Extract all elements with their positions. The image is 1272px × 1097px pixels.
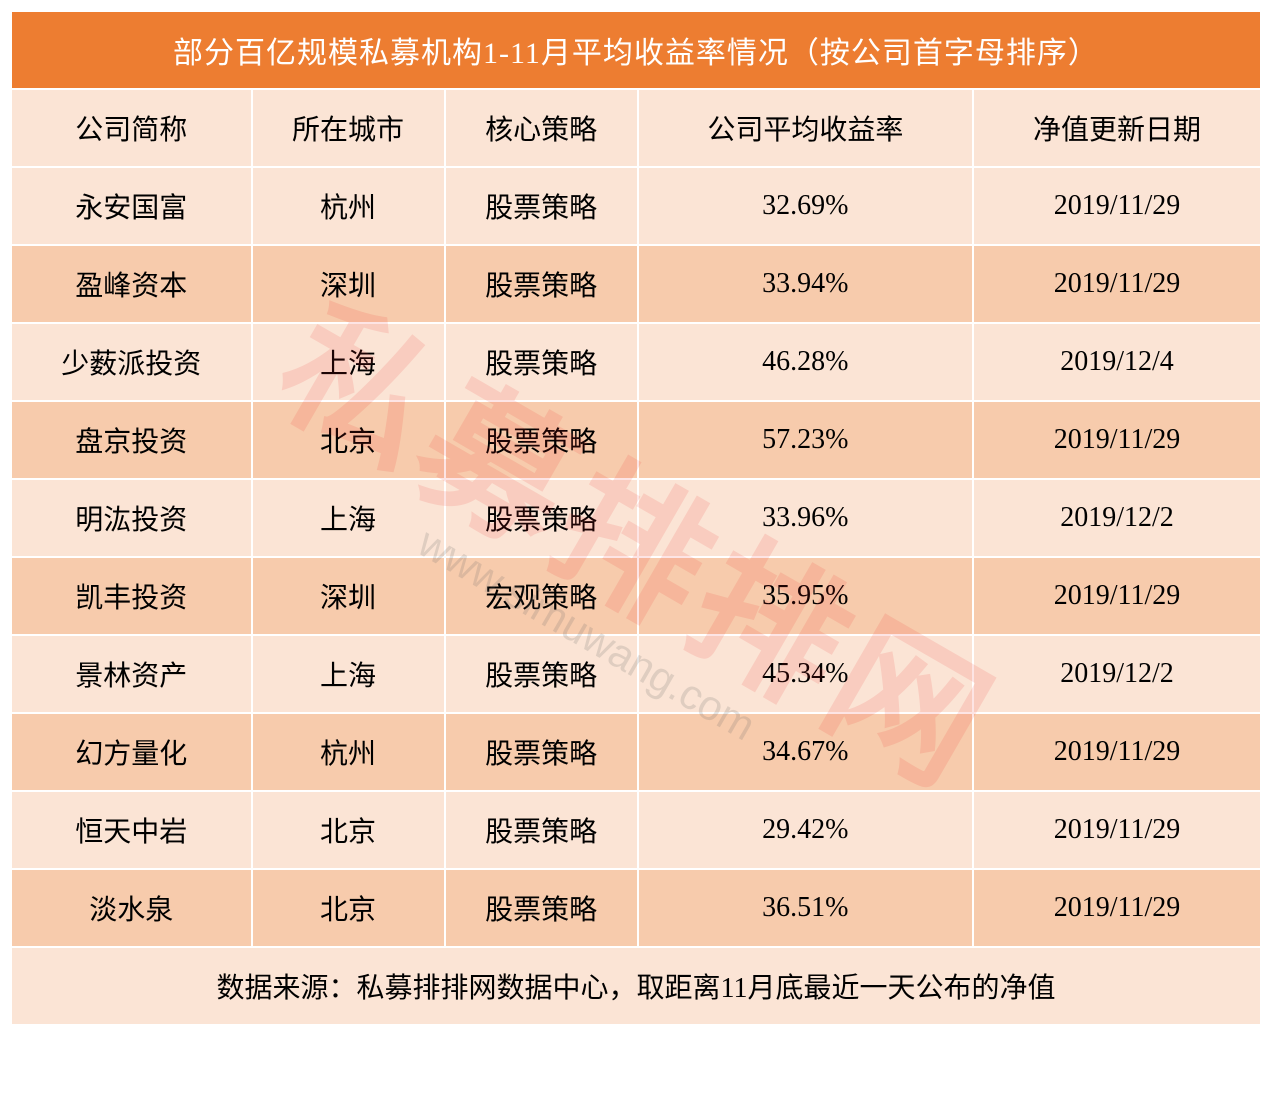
cell-strategy: 股票策略	[445, 791, 638, 869]
cell-date: 2019/11/29	[973, 401, 1261, 479]
cell-return: 33.94%	[638, 245, 973, 323]
cell-company: 恒天中岩	[11, 791, 252, 869]
cell-city: 深圳	[252, 557, 445, 635]
cell-city: 上海	[252, 323, 445, 401]
cell-date: 2019/12/2	[973, 635, 1261, 713]
cell-return: 29.42%	[638, 791, 973, 869]
cell-company: 幻方量化	[11, 713, 252, 791]
cell-date: 2019/11/29	[973, 167, 1261, 245]
cell-strategy: 股票策略	[445, 167, 638, 245]
cell-city: 上海	[252, 479, 445, 557]
cell-city: 上海	[252, 635, 445, 713]
table-row: 盈峰资本 深圳 股票策略 33.94% 2019/11/29	[11, 245, 1261, 323]
cell-strategy: 股票策略	[445, 713, 638, 791]
cell-return: 36.51%	[638, 869, 973, 947]
table-row: 恒天中岩 北京 股票策略 29.42% 2019/11/29	[11, 791, 1261, 869]
table-row: 明汯投资 上海 股票策略 33.96% 2019/12/2	[11, 479, 1261, 557]
cell-strategy: 股票策略	[445, 401, 638, 479]
table-row: 永安国富 杭州 股票策略 32.69% 2019/11/29	[11, 167, 1261, 245]
cell-company: 景林资产	[11, 635, 252, 713]
table-row: 淡水泉 北京 股票策略 36.51% 2019/11/29	[11, 869, 1261, 947]
cell-date: 2019/11/29	[973, 791, 1261, 869]
cell-date: 2019/12/4	[973, 323, 1261, 401]
cell-strategy: 宏观策略	[445, 557, 638, 635]
cell-company: 少薮派投资	[11, 323, 252, 401]
cell-return: 32.69%	[638, 167, 973, 245]
cell-city: 杭州	[252, 713, 445, 791]
col-company: 公司简称	[11, 89, 252, 167]
cell-strategy: 股票策略	[445, 869, 638, 947]
table-footer: 数据来源：私募排排网数据中心，取距离11月底最近一天公布的净值	[11, 947, 1261, 1025]
table-row: 少薮派投资 上海 股票策略 46.28% 2019/12/4	[11, 323, 1261, 401]
cell-date: 2019/11/29	[973, 245, 1261, 323]
cell-city: 北京	[252, 791, 445, 869]
cell-company: 淡水泉	[11, 869, 252, 947]
col-return: 公司平均收益率	[638, 89, 973, 167]
table-header-row: 公司简称 所在城市 核心策略 公司平均收益率 净值更新日期	[11, 89, 1261, 167]
cell-date: 2019/11/29	[973, 713, 1261, 791]
cell-return: 34.67%	[638, 713, 973, 791]
table-title: 部分百亿规模私募机构1-11月平均收益率情况（按公司首字母排序）	[11, 11, 1261, 89]
cell-company: 盈峰资本	[11, 245, 252, 323]
table-row: 景林资产 上海 股票策略 45.34% 2019/12/2	[11, 635, 1261, 713]
col-date: 净值更新日期	[973, 89, 1261, 167]
returns-table: 部分百亿规模私募机构1-11月平均收益率情况（按公司首字母排序） 公司简称 所在…	[10, 10, 1262, 1026]
cell-date: 2019/12/2	[973, 479, 1261, 557]
col-strategy: 核心策略	[445, 89, 638, 167]
cell-date: 2019/11/29	[973, 869, 1261, 947]
cell-company: 永安国富	[11, 167, 252, 245]
cell-city: 北京	[252, 401, 445, 479]
cell-city: 深圳	[252, 245, 445, 323]
cell-city: 北京	[252, 869, 445, 947]
cell-strategy: 股票策略	[445, 479, 638, 557]
cell-return: 46.28%	[638, 323, 973, 401]
cell-return: 33.96%	[638, 479, 973, 557]
table-row: 凯丰投资 深圳 宏观策略 35.95% 2019/11/29	[11, 557, 1261, 635]
cell-strategy: 股票策略	[445, 245, 638, 323]
table-row: 幻方量化 杭州 股票策略 34.67% 2019/11/29	[11, 713, 1261, 791]
cell-city: 杭州	[252, 167, 445, 245]
cell-return: 57.23%	[638, 401, 973, 479]
col-city: 所在城市	[252, 89, 445, 167]
cell-company: 凯丰投资	[11, 557, 252, 635]
cell-return: 45.34%	[638, 635, 973, 713]
cell-date: 2019/11/29	[973, 557, 1261, 635]
cell-company: 盘京投资	[11, 401, 252, 479]
cell-strategy: 股票策略	[445, 323, 638, 401]
cell-strategy: 股票策略	[445, 635, 638, 713]
table-row: 盘京投资 北京 股票策略 57.23% 2019/11/29	[11, 401, 1261, 479]
cell-company: 明汯投资	[11, 479, 252, 557]
cell-return: 35.95%	[638, 557, 973, 635]
